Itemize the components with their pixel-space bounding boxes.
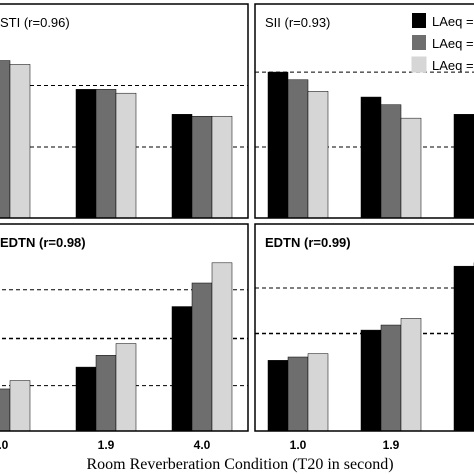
- bar-p1-s3-c2: [115, 92, 137, 218]
- bar-p2-s2-c1: [287, 79, 309, 218]
- bar-p3-s1-c2: [75, 366, 97, 431]
- panel-1: STI (r=0.96): [0, 3, 249, 219]
- legend-label: LAeq =: [432, 58, 474, 73]
- panel-frame: [0, 3, 249, 219]
- legend-swatch: [412, 13, 426, 28]
- bar-p4-s3-c1: [307, 353, 329, 431]
- x-tick-label: 4.0: [194, 438, 211, 452]
- bar-p1-s2-c2: [95, 89, 117, 218]
- panel-title: STI (r=0.96): [0, 15, 70, 30]
- bar-p3-s2-c3: [191, 282, 213, 431]
- bar-p4-s3-c2: [400, 318, 422, 431]
- legend-item: LAeq =: [412, 35, 474, 51]
- panel-title: SII (r=0.93): [265, 15, 330, 30]
- chart-panels: STI (r=0.96) SII (r=0.93) EDTN (r=0.98) 1.0…: [0, 3, 474, 452]
- bar-p4-s1-c1: [267, 360, 289, 431]
- legend: LAeq = LAeq = LAeq =: [411, 13, 474, 73]
- bar-p1-s1-c3: [171, 114, 193, 218]
- legend-swatch: [412, 35, 426, 50]
- panel-frame: [254, 3, 474, 219]
- bar-p2-s2-c2: [380, 104, 402, 218]
- panel-title: EDTN (r=0.99): [265, 235, 351, 250]
- bar-p4-s2-c2: [380, 324, 402, 431]
- legend-label: LAeq =: [432, 14, 474, 29]
- bar-p2-s3-c2: [400, 117, 422, 218]
- x-tick-label: 1.0: [290, 438, 307, 452]
- bar-p3-s2-c1: [0, 388, 11, 431]
- panel-2: SII (r=0.93): [254, 3, 474, 219]
- bar-p3-s3-c1: [9, 380, 31, 431]
- bar-p2-s1-c3: [453, 114, 474, 218]
- panel-frame: [0, 223, 249, 432]
- bar-p3-s3-c2: [115, 343, 137, 431]
- bar-p1-s2-c1: [0, 60, 11, 218]
- bar-p1-s3-c3: [211, 115, 233, 218]
- bar-p2-s1-c2: [360, 96, 382, 218]
- x-tick-label: 1.9: [98, 438, 115, 452]
- bar-p3-s1-c3: [171, 306, 193, 431]
- panel-frame: [254, 223, 474, 432]
- bar-p4-s1-c2: [360, 329, 382, 431]
- panel-title: EDTN (r=0.98): [0, 235, 86, 250]
- bar-p3-s2-c2: [95, 355, 117, 431]
- panel-4: EDTN (r=0.99)1.01.94.0: [254, 223, 474, 452]
- legend-label: LAeq =: [432, 36, 474, 51]
- legend-item: LAeq =: [412, 13, 474, 29]
- bar-p1-s3-c1: [9, 64, 31, 218]
- bar-p1-s1-c2: [75, 89, 97, 218]
- bar-p4-s1-c3: [453, 265, 474, 431]
- x-tick-label: 1.0: [0, 438, 9, 452]
- bar-p2-s3-c1: [307, 91, 329, 218]
- bar-p1-s2-c3: [191, 115, 213, 218]
- legend-swatch: [411, 56, 427, 73]
- bar-p2-s1-c1: [267, 71, 289, 218]
- panel-3: EDTN (r=0.98) 1.0 1.9 4.0: [0, 223, 249, 452]
- x-axis-label: Room Reverberation Condition (T20 in sec…: [86, 456, 393, 473]
- x-tick-label: 1.9: [383, 438, 400, 452]
- bar-p3-s3-c3: [211, 262, 233, 431]
- bar-p4-s2-c1: [287, 356, 309, 431]
- legend-item: LAeq =: [411, 56, 474, 73]
